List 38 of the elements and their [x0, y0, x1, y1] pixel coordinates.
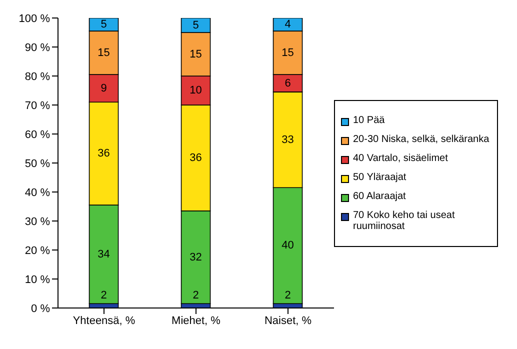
data-label: 34 [98, 248, 110, 260]
y-tick-label: 50 % [24, 158, 50, 170]
y-tick-label: 90 % [24, 42, 50, 54]
legend-label: 20-30 Niska, selkä, selkäranka [353, 134, 490, 144]
data-label: 15 [190, 48, 202, 60]
x-tick-label: Naiset, % [264, 314, 312, 327]
data-label: 2 [192, 290, 199, 302]
legend-label: 40 Vartalo, sisäelimet [353, 152, 448, 164]
data-label: 2 [284, 290, 291, 302]
y-tick-label: 10 % [24, 274, 50, 286]
data-label: 40 [282, 240, 294, 252]
legend-label: 10 Pää [353, 114, 385, 126]
data-label: 15 [282, 46, 294, 59]
y-tick-label: 30 % [24, 216, 50, 228]
data-label: 15 [98, 46, 110, 59]
data-label: 32 [190, 251, 202, 264]
y-tick-label: 100 % [18, 12, 50, 25]
data-label: 36 [98, 148, 110, 160]
y-tick-label: 20 % [24, 244, 50, 257]
y-tick-label: 60 % [24, 128, 50, 141]
data-label: 4 [284, 18, 291, 31]
legend-label: 60 Alaraajat [353, 190, 406, 202]
data-label: 9 [100, 82, 107, 94]
x-tick-label: Miehet, % [172, 314, 221, 327]
data-label: 5 [100, 18, 107, 31]
data-label: 6 [284, 77, 291, 90]
data-label: 33 [282, 134, 294, 146]
data-label: 10 [190, 84, 202, 96]
data-label: 36 [190, 152, 202, 164]
data-label: 5 [192, 19, 199, 32]
y-tick-label: 40 % [24, 186, 50, 199]
y-tick-label: 70 % [24, 100, 50, 112]
data-label: 2 [100, 290, 107, 302]
legend-label: 50 Yläraajat [353, 172, 406, 182]
y-tick-label: 80 % [24, 70, 50, 83]
y-tick-label: 0 % [31, 302, 50, 315]
x-tick-label: Yhteensä, % [72, 314, 136, 327]
legend-label: 70 Koko keho tai useat ruumiinosat [353, 210, 456, 232]
